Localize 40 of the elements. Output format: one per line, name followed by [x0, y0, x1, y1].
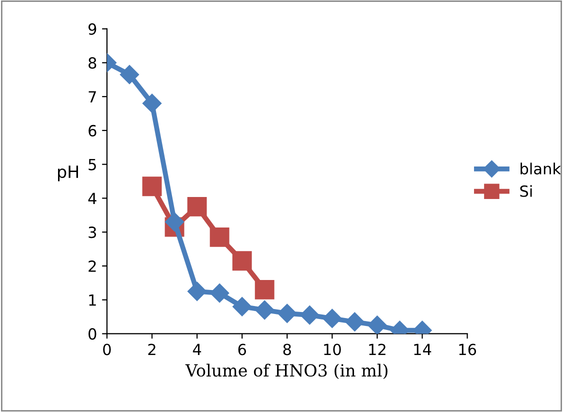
- point: [187, 196, 207, 216]
- point: [142, 94, 162, 113]
- x-tick-label: 16: [459, 344, 476, 356]
- y-tick-label: 6: [88, 124, 96, 136]
- x-tick-label: 6: [238, 344, 246, 356]
- point: [120, 65, 140, 84]
- x-tick-label: 8: [283, 344, 291, 356]
- x-tick-label: 14: [414, 344, 432, 356]
- point: [278, 304, 297, 323]
- point: [188, 282, 207, 301]
- x-tick-label: 10: [324, 344, 341, 356]
- x-axis-title: Volume of HNO3 (in ml): [185, 364, 388, 380]
- point: [232, 297, 252, 316]
- y-tick-label: 5: [88, 159, 96, 170]
- y-tick-label: 7: [88, 91, 96, 102]
- point: [142, 176, 162, 196]
- point: [368, 316, 387, 334]
- point: [255, 300, 274, 320]
- point: [210, 227, 230, 247]
- x-tick-label: 2: [148, 344, 156, 356]
- x-tick-label: 0: [103, 344, 111, 356]
- y-tick-label: 8: [88, 57, 96, 69]
- x-tick-label: 4: [192, 344, 202, 356]
- point: [232, 251, 252, 271]
- legend-label: blank: [520, 162, 562, 174]
- y-tick-label: 4: [88, 192, 96, 204]
- point: [164, 212, 184, 232]
- point: [300, 306, 320, 325]
- y-tick-label: 1: [89, 294, 96, 306]
- y-tick-label: 9: [88, 23, 96, 35]
- point: [322, 308, 342, 328]
- y-axis-title: pH: [58, 166, 78, 182]
- legend-label: Si: [520, 185, 532, 197]
- y-tick-label: 3: [88, 226, 96, 238]
- point: [210, 284, 230, 303]
- point: [345, 312, 364, 332]
- y-tick-label: 2: [88, 260, 96, 272]
- x-tick-label: 12: [369, 344, 386, 356]
- point: [254, 280, 274, 300]
- y-tick-label: 0: [88, 328, 96, 340]
